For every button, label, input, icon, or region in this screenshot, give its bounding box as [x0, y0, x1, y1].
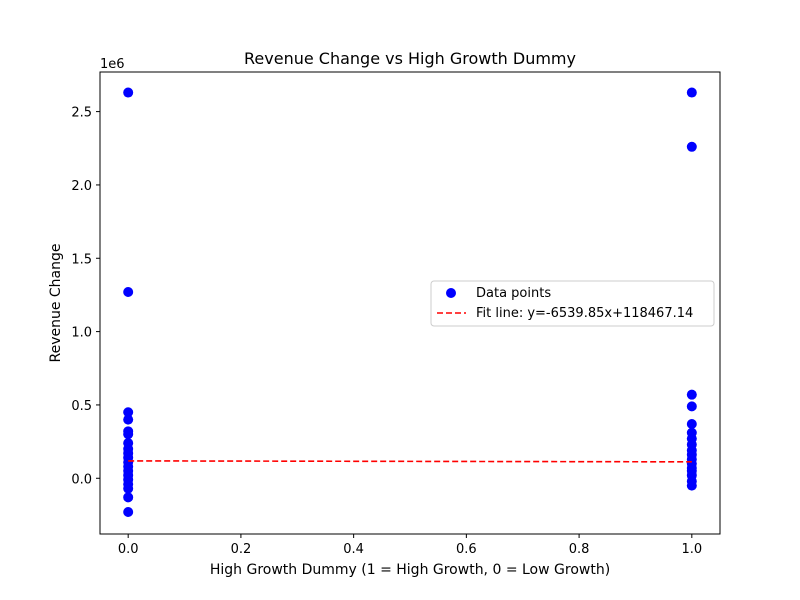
data-point-21 — [686, 389, 697, 400]
y-tick-label-1: 0.5 — [71, 399, 92, 414]
x-tick-label-3: 0.6 — [456, 542, 477, 557]
y-tick-label-4: 2.0 — [71, 179, 92, 194]
data-point-18 — [123, 507, 134, 517]
data-point-5 — [123, 429, 134, 440]
plot-content — [123, 87, 697, 517]
data-point-0 — [123, 87, 134, 98]
y-tick-label-3: 1.5 — [71, 252, 92, 267]
data-point-22 — [686, 401, 697, 412]
y-tick-label-5: 2.5 — [71, 106, 92, 121]
data-point-19 — [686, 87, 697, 98]
axes-frame — [99, 71, 721, 535]
x-tick-label-2: 0.4 — [343, 542, 364, 557]
data-point-3 — [123, 414, 134, 425]
legend-marker-data-points — [446, 288, 456, 298]
data-point-1 — [123, 287, 134, 297]
y-tick-label-2: 1.0 — [71, 326, 92, 341]
data-point-17 — [123, 492, 134, 503]
x-tick-label-4: 0.8 — [569, 542, 590, 557]
legend-label-fit-line: Fit line: y=-6539.85x+118467.14 — [476, 306, 693, 321]
y-axis-label: Revenue Change — [48, 243, 64, 362]
y-tick-label-0: 0.0 — [71, 472, 92, 487]
x-tick-label-5: 1.0 — [681, 542, 702, 557]
legend-label-data-points: Data points — [476, 286, 551, 301]
x-tick-label-1: 0.2 — [231, 542, 252, 557]
data-point-23 — [686, 419, 697, 429]
y-axis-offset-label: 1e6 — [100, 57, 125, 72]
x-tick-label-0: 0.0 — [118, 542, 139, 557]
data-point-16 — [123, 483, 134, 494]
chart-title: Revenue Change vs High Growth Dummy — [244, 49, 576, 68]
x-axis-label: High Growth Dummy (1 = High Growth, 0 = … — [210, 562, 610, 578]
legend-box — [430, 280, 715, 327]
data-point-2 — [123, 407, 134, 418]
x-axis: 0.0 0.2 0.4 0.6 0.8 1.0 — [118, 534, 702, 557]
data-point-35 — [686, 480, 697, 491]
fit-line — [128, 460, 692, 463]
data-point-20 — [686, 141, 697, 152]
legend: Data points Fit line: y=-6539.85x+118467… — [430, 280, 715, 327]
y-axis: 0.0 0.5 1.0 1.5 2.0 2.5 — [71, 106, 100, 487]
